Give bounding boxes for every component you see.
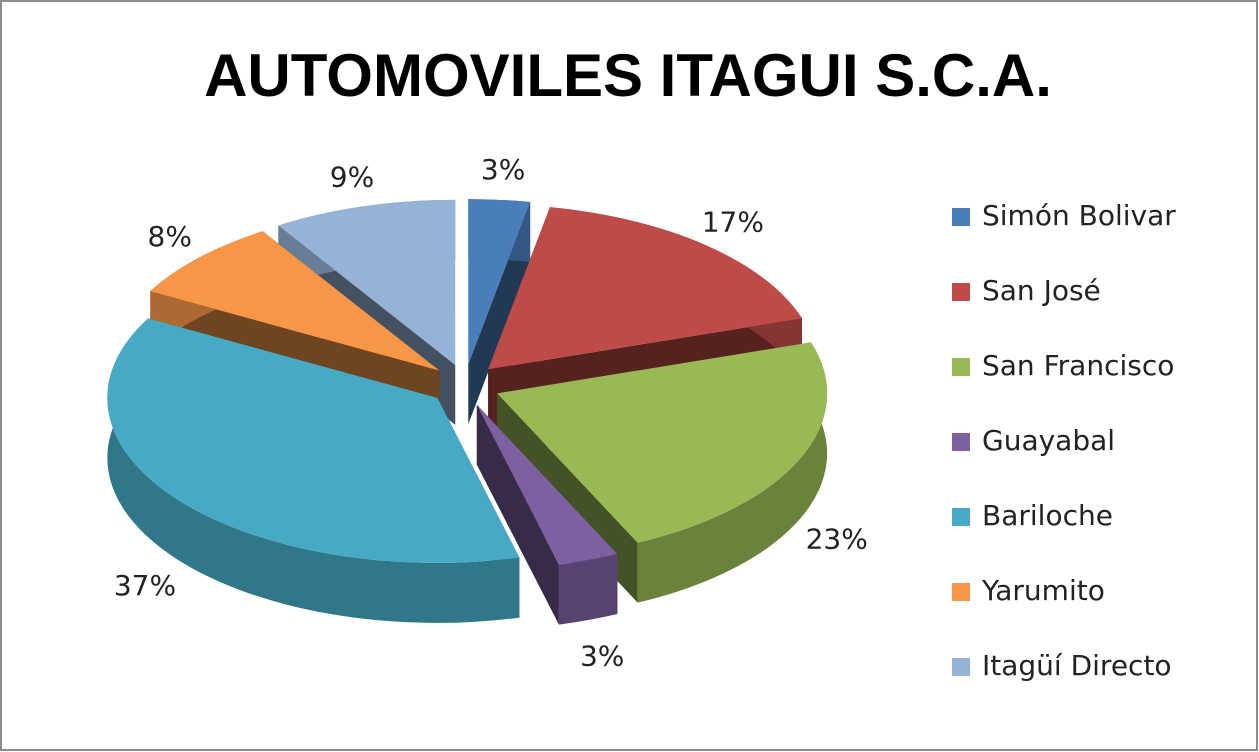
data-label: 9% <box>330 161 374 194</box>
slice-side <box>476 404 559 625</box>
legend-swatch <box>952 208 970 226</box>
data-label: 23% <box>806 522 868 555</box>
slice-side <box>107 318 520 623</box>
slice <box>497 342 828 543</box>
data-label: 37% <box>114 569 176 602</box>
legend-label: Yarumito <box>981 574 1105 607</box>
slice <box>468 199 531 365</box>
slice <box>488 207 802 370</box>
data-label: 8% <box>148 220 192 253</box>
data-label: 3% <box>580 639 624 672</box>
chart-title: AUTOMOVILES ITAGUI S.C.A. <box>204 42 1052 109</box>
legend-label: San José <box>982 274 1101 307</box>
slice <box>476 404 618 565</box>
slice-side <box>558 554 618 625</box>
legend-label: Itagüí Directo <box>982 649 1172 682</box>
legend-label: Bariloche <box>982 499 1113 532</box>
slice-side <box>637 342 828 603</box>
legend-label: San Francisco <box>982 349 1174 382</box>
legend-swatch <box>952 583 970 601</box>
legend-swatch <box>952 283 970 301</box>
legend-label: Simón Bolivar <box>982 199 1176 232</box>
legend-swatch <box>952 658 970 676</box>
data-label: 3% <box>481 153 525 186</box>
legend-swatch <box>952 433 970 451</box>
slice <box>107 318 520 563</box>
slice <box>150 231 440 371</box>
legend-label: Guayabal <box>982 424 1115 457</box>
legend-swatch <box>952 508 970 526</box>
data-label: 17% <box>702 206 764 239</box>
legend-swatch <box>952 358 970 376</box>
slice <box>278 199 456 365</box>
